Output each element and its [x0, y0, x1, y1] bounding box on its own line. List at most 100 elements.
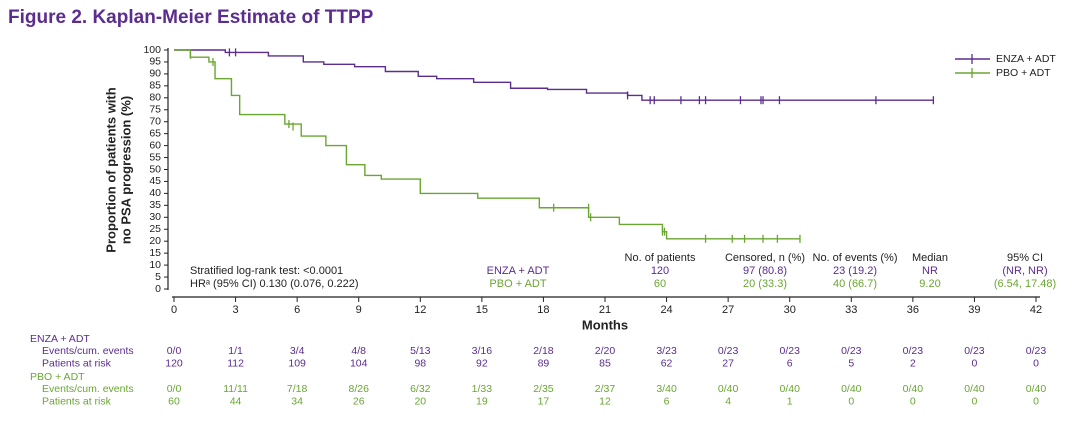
stats-header: No. of patients [625, 252, 696, 264]
x-axis-title: Months [582, 317, 628, 332]
y-tick-label: 95 [149, 56, 161, 68]
y-tick-label: 5 [155, 271, 161, 283]
risk-row-label: Events/cum. events [42, 345, 134, 357]
y-axis-title: Proportion of patients with no PSA progr… [103, 87, 133, 252]
risk-cell: 0 [1033, 357, 1039, 369]
risk-cell: 5 [848, 357, 854, 369]
y-label: Proportion of patients with [103, 87, 118, 252]
risk-row-label: Patients at risk [42, 357, 112, 369]
risk-cell: 0 [972, 395, 978, 407]
y-tick-label: 100 [143, 44, 161, 56]
stats-header: 95% CI [1007, 252, 1043, 264]
risk-cell: 2/37 [595, 383, 616, 395]
risk-cell: 3/23 [656, 345, 677, 357]
risk-cell: 7/18 [287, 383, 308, 395]
y-tick-label: 85 [149, 80, 161, 92]
risk-cell: 0/23 [841, 345, 862, 357]
y-tick-label: 0 [155, 283, 161, 295]
risk-cell: 0 [848, 395, 854, 407]
y-tick-label: 35 [149, 199, 161, 211]
x-tick-label: 24 [660, 304, 672, 316]
risk-cell: 0/23 [718, 345, 739, 357]
x-tick-label: 0 [171, 304, 177, 316]
annotation: HRᵃ (95% CI) 0.130 (0.076, 0.222) [190, 278, 359, 290]
legend-label: ENZA + ADT [996, 53, 1056, 65]
risk-cell: 44 [230, 395, 242, 407]
stats-cell: 97 (80.8) [743, 265, 787, 277]
risk-cell: 0/40 [903, 383, 924, 395]
y-tick-label: 25 [149, 223, 161, 235]
stats-cell: 60 [654, 278, 666, 290]
risk-cell: 8/26 [348, 383, 369, 395]
x-tick-label: 21 [599, 304, 611, 316]
legend-label: PBO + ADT [996, 67, 1051, 79]
y-tick-label: 65 [149, 127, 161, 139]
risk-cell: 0/0 [167, 345, 182, 357]
y-tick-label: 70 [149, 115, 161, 127]
stats-cell: 20 (33.3) [743, 278, 787, 290]
risk-cell: 62 [661, 357, 673, 369]
risk-cell: 89 [538, 357, 550, 369]
x-tick-label: 3 [233, 304, 239, 316]
risk-cell: 0/40 [779, 383, 800, 395]
y-tick-label: 60 [149, 139, 161, 151]
y-tick-label: 45 [149, 175, 161, 187]
y-tick-label: 10 [149, 259, 161, 271]
risk-cell: 2/20 [595, 345, 616, 357]
risk-cell: 19 [476, 395, 488, 407]
y-tick-label: 40 [149, 187, 161, 199]
km-curve [174, 49, 800, 240]
x-tick-label: 36 [907, 304, 919, 316]
risk-cell: 1/1 [228, 345, 243, 357]
annotation: Stratified log-rank test: <0.0001 [190, 265, 343, 277]
risk-cell: 0 [1033, 395, 1039, 407]
risk-cell: 92 [476, 357, 488, 369]
stats-header: Median [912, 252, 948, 264]
risk-cell: 2/18 [533, 345, 554, 357]
risk-cell: 2/35 [533, 383, 554, 395]
y-tick-label: 55 [149, 151, 161, 163]
y-tick-label: 80 [149, 92, 161, 104]
risk-cell: 6/32 [410, 383, 431, 395]
risk-cell: 6 [787, 357, 793, 369]
stats-cell: NR [922, 265, 938, 277]
risk-cell: 3/40 [656, 383, 677, 395]
risk-cell: 109 [288, 357, 306, 369]
stats-cell: 120 [651, 265, 669, 277]
km-curve [174, 49, 934, 101]
risk-cell: 0/40 [964, 383, 985, 395]
y-tick-label: 20 [149, 235, 161, 247]
risk-group: ENZA + ADT [30, 333, 90, 345]
risk-cell: 0/23 [779, 345, 800, 357]
risk-cell: 3/4 [290, 345, 305, 357]
risk-cell: 0/23 [964, 345, 985, 357]
risk-cell: 0/40 [718, 383, 739, 395]
risk-cell: 27 [722, 357, 734, 369]
y-tick-label: 75 [149, 104, 161, 116]
chart-title: Figure 2. Kaplan-Meier Estimate of TTPP [8, 7, 374, 28]
y-label: no PSA progression (%) [118, 96, 133, 244]
risk-cell: 3/16 [472, 345, 493, 357]
x-tick-label: 18 [537, 304, 549, 316]
risk-cell: 20 [414, 395, 426, 407]
x-tick-label: 12 [414, 304, 426, 316]
risk-cell: 98 [414, 357, 426, 369]
risk-cell: 12 [599, 395, 611, 407]
stats-header: Censored, n (%) [725, 252, 805, 264]
stats-cell: (6.54, 17.48) [994, 278, 1056, 290]
risk-cell: 17 [538, 395, 550, 407]
risk-cell: 1/33 [472, 383, 493, 395]
y-tick-label: 30 [149, 211, 161, 223]
risk-cell: 0/40 [1026, 383, 1047, 395]
risk-cell: 2 [910, 357, 916, 369]
risk-cell: 104 [350, 357, 368, 369]
stats-row-name: ENZA + ADT [487, 265, 550, 277]
risk-cell: 0/40 [841, 383, 862, 395]
risk-cell: 60 [168, 395, 180, 407]
risk-cell: 4/8 [351, 345, 366, 357]
x-tick-label: 30 [784, 304, 796, 316]
x-tick-label: 42 [1030, 304, 1042, 316]
risk-cell: 1 [787, 395, 793, 407]
stats-cell: 23 (19.2) [833, 265, 877, 277]
y-tick-label: 90 [149, 68, 161, 80]
